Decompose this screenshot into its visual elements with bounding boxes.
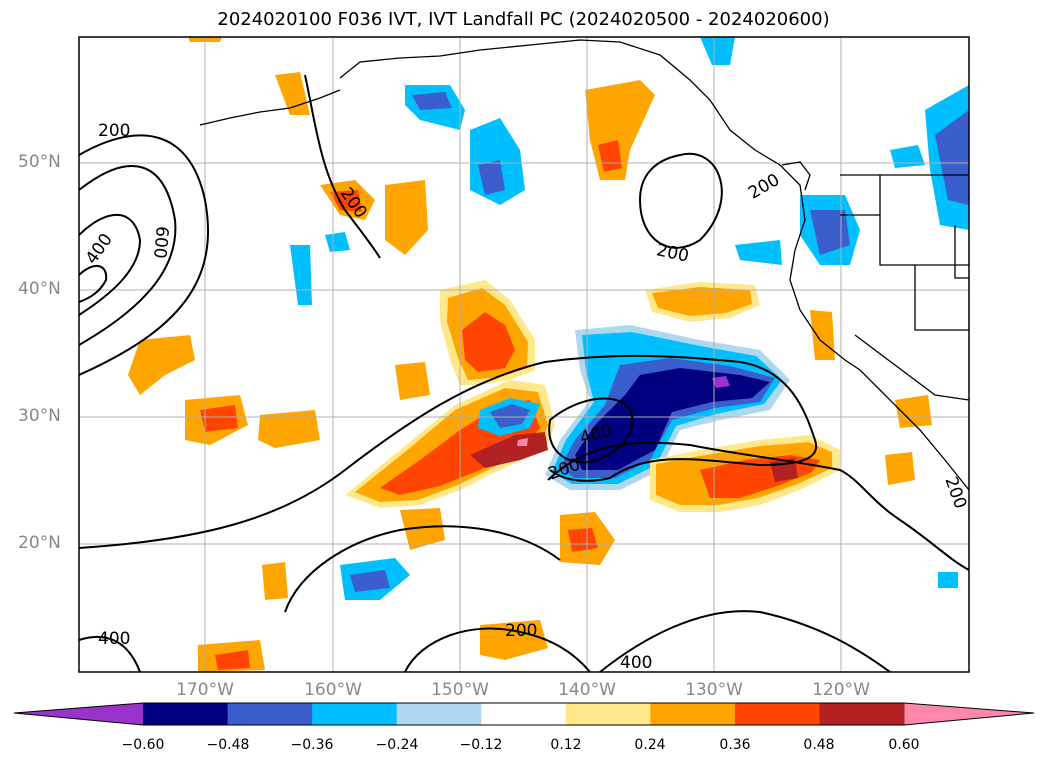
patch: [400, 508, 445, 550]
colorbar-segment: [312, 703, 398, 725]
patch: [478, 160, 505, 195]
colorbar-segment: [565, 703, 651, 725]
contour-label: 200: [655, 240, 691, 266]
patch: [568, 528, 598, 552]
positive-northeast-core: [652, 287, 752, 316]
negative-small-blob-core: [490, 404, 530, 428]
patch: [810, 210, 850, 255]
patch: [395, 362, 430, 400]
lon-label-170w: 170°W: [176, 680, 234, 700]
negative-core-purple: [712, 376, 730, 388]
colorbar-segment: [481, 703, 567, 725]
contour-400-band: [547, 441, 969, 571]
colorbar-segments: [143, 703, 905, 725]
patch: [200, 405, 238, 432]
patch: [935, 110, 969, 205]
coastlines: [199, 39, 969, 491]
colorbar-segment: [819, 703, 905, 725]
colorbar-segment: [650, 703, 736, 725]
colorbar: [13, 702, 1035, 726]
map-area: [79, 37, 969, 672]
patch: [480, 620, 548, 660]
patch: [938, 572, 958, 588]
contour-400: [548, 397, 634, 464]
lon-label-120w: 120°W: [812, 680, 870, 700]
contour-200-east: [638, 152, 723, 249]
ivt-contours: [79, 74, 969, 672]
contour-label: 200: [98, 121, 130, 141]
lat-label-50n: 50°N: [18, 152, 61, 172]
contour-label: 400: [620, 653, 652, 673]
patch: [412, 92, 452, 110]
patch: [895, 395, 932, 428]
contour-400-south: [79, 635, 141, 672]
lon-label-130w: 130°W: [685, 680, 743, 700]
colorbar-outline: [13, 702, 1035, 726]
contour-200-west: [79, 134, 210, 376]
contour-label: 400: [82, 230, 117, 268]
pc-shading: [128, 37, 969, 672]
patch: [350, 570, 390, 592]
colorbar-segment: [143, 703, 229, 725]
colorbar-tick: 0.12: [550, 737, 582, 753]
patch: [890, 145, 925, 168]
colorbar-extend-min: [14, 703, 143, 725]
lon-label-140w: 140°W: [558, 680, 616, 700]
patch: [262, 562, 288, 600]
contour-label: 400: [98, 629, 130, 649]
patch: [290, 245, 312, 305]
contour-labels: 200 400 600 200 200 200 400 200 200 200 …: [82, 121, 970, 673]
positive-north-inner: [462, 312, 515, 372]
lat-label-40n: 40°N: [18, 279, 61, 299]
lon-label-150w: 150°W: [431, 680, 489, 700]
colorbar-tick: −0.36: [290, 737, 334, 753]
contour-label: 200: [940, 474, 970, 511]
positive-band-max: [470, 432, 548, 468]
patch: [598, 140, 622, 172]
patch: [810, 310, 835, 360]
patch: [258, 410, 320, 448]
colorbar-tick: −0.60: [121, 737, 165, 753]
colorbar-segment: [396, 703, 482, 725]
contour-200-band: [79, 354, 818, 549]
patch: [385, 180, 428, 255]
colorbar-tick: −0.48: [206, 737, 250, 753]
contour-200-south: [284, 525, 561, 613]
colorbar-tick: 0.24: [634, 737, 666, 753]
colorbar-tick: 0.60: [888, 737, 920, 753]
patch: [735, 240, 782, 265]
patch: [325, 232, 350, 252]
contour-label: 600: [149, 225, 172, 259]
colorbar-segment: [734, 703, 820, 725]
positive-band-pink: [517, 438, 528, 446]
contour-label: 200: [505, 621, 537, 641]
patch: [700, 37, 735, 65]
patch: [215, 650, 250, 670]
colorbar-segment: [227, 703, 313, 725]
colorbar-tick: 0.36: [719, 737, 751, 753]
lon-label-160w: 160°W: [304, 680, 362, 700]
colorbar-extend-max: [904, 703, 1034, 725]
chart-title: 2024020100 F036 IVT, IVT Landfall PC (20…: [217, 9, 830, 30]
map-frame: [78, 36, 970, 673]
lat-label-30n: 30°N: [18, 406, 61, 426]
patch: [128, 335, 195, 395]
contour-label: 200: [745, 170, 783, 204]
lat-label-20n: 20°N: [18, 533, 61, 553]
colorbar-tick: −0.12: [459, 737, 503, 753]
patch: [885, 452, 915, 485]
colorbar-tick: 0.48: [803, 737, 835, 753]
colorbar-tick: −0.24: [375, 737, 419, 753]
gridlines: [79, 37, 969, 672]
